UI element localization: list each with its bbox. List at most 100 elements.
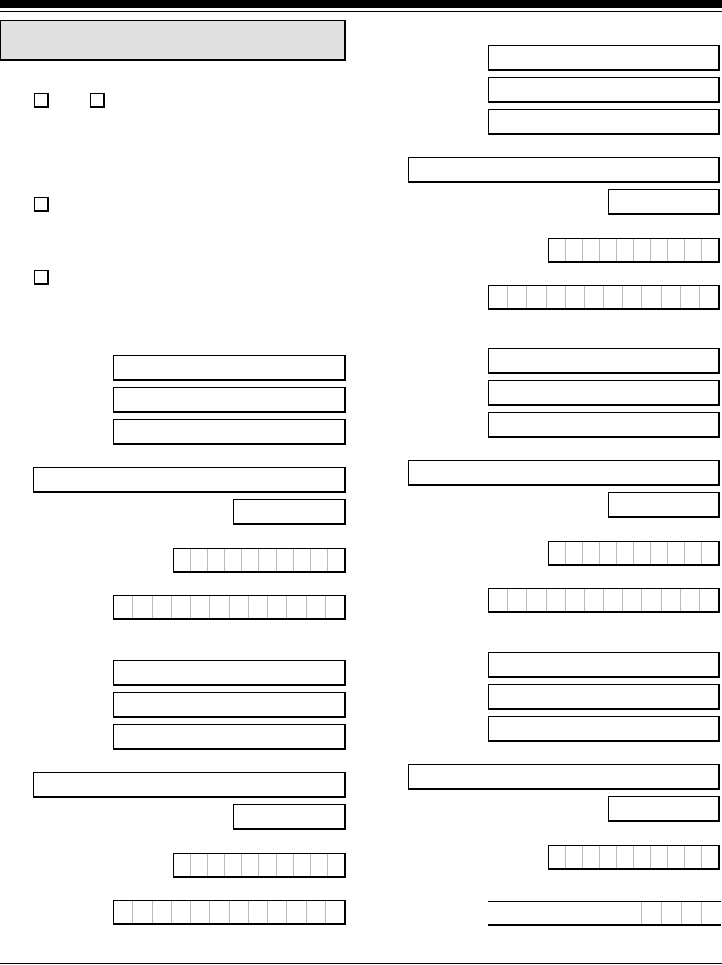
- digit-cell[interactable]: [623, 286, 643, 308]
- digit-cell[interactable]: [617, 846, 634, 868]
- digit-cell[interactable]: [662, 589, 681, 611]
- digit-cell[interactable]: [208, 854, 226, 876]
- digit-cell[interactable]: [701, 902, 721, 924]
- digit-cell[interactable]: [191, 549, 209, 571]
- digit-cell[interactable]: [566, 542, 583, 564]
- digit-cell[interactable]: [702, 846, 718, 868]
- digit-cell[interactable]: [328, 549, 344, 571]
- digit-cell[interactable]: [702, 239, 718, 261]
- digit-cell[interactable]: [600, 239, 617, 261]
- digit-cell[interactable]: [191, 901, 211, 923]
- digit-cell[interactable]: [662, 286, 681, 308]
- digit-cell[interactable]: [604, 286, 624, 308]
- digit-cell[interactable]: [242, 854, 260, 876]
- block-3-wide-field[interactable]: [408, 157, 720, 183]
- block-4-12-digit-field[interactable]: [488, 588, 720, 613]
- block-4-wide-field[interactable]: [408, 460, 720, 486]
- digit-cell[interactable]: [583, 846, 600, 868]
- block-2-short-field[interactable]: [233, 804, 346, 830]
- block-3-line-1-field[interactable]: [488, 45, 720, 71]
- digit-cell[interactable]: [268, 901, 288, 923]
- digit-cell[interactable]: [527, 286, 547, 308]
- digit-cell[interactable]: [311, 854, 328, 876]
- digit-cell[interactable]: [328, 854, 344, 876]
- digit-cell[interactable]: [307, 901, 326, 923]
- digit-cell[interactable]: [508, 589, 528, 611]
- block-3-12-digit-field[interactable]: [488, 285, 720, 310]
- block-3-short-field[interactable]: [608, 189, 720, 215]
- digit-cell[interactable]: [230, 596, 249, 618]
- digit-cell[interactable]: [230, 901, 249, 923]
- digit-cell[interactable]: [634, 542, 651, 564]
- digit-cell[interactable]: [114, 901, 134, 923]
- digit-cell[interactable]: [268, 596, 288, 618]
- digit-cell[interactable]: [585, 286, 605, 308]
- digit-cell[interactable]: [634, 239, 651, 261]
- block-3-line-2-field[interactable]: [488, 77, 720, 103]
- digit-cell[interactable]: [249, 596, 268, 618]
- digit-cell[interactable]: [566, 239, 583, 261]
- digit-cell[interactable]: [210, 901, 230, 923]
- digit-cell[interactable]: [259, 549, 277, 571]
- digit-cell[interactable]: [651, 846, 668, 868]
- block-1-12-digit-field[interactable]: [113, 595, 346, 620]
- digit-cell[interactable]: [172, 596, 191, 618]
- digit-cell[interactable]: [549, 542, 566, 564]
- block-4-line-3-field[interactable]: [488, 412, 720, 438]
- digit-cell[interactable]: [191, 596, 211, 618]
- checkbox-4[interactable]: [34, 270, 49, 285]
- digit-cell[interactable]: [311, 549, 328, 571]
- digit-cell[interactable]: [153, 901, 172, 923]
- block-5-partial-field[interactable]: [488, 901, 721, 926]
- digit-cell[interactable]: [641, 902, 661, 924]
- block-5-line-2-field[interactable]: [488, 684, 720, 710]
- block-2-line-3-field[interactable]: [113, 724, 346, 750]
- digit-cell[interactable]: [634, 846, 651, 868]
- digit-cell[interactable]: [326, 596, 344, 618]
- digit-cell[interactable]: [566, 589, 585, 611]
- digit-cell[interactable]: [191, 854, 209, 876]
- block-1-line-2-field[interactable]: [113, 387, 346, 413]
- digit-cell[interactable]: [225, 854, 243, 876]
- digit-cell[interactable]: [668, 239, 685, 261]
- block-5-line-3-field[interactable]: [488, 716, 720, 742]
- block-4-10-digit-field[interactable]: [548, 541, 720, 566]
- digit-cell[interactable]: [617, 239, 634, 261]
- digit-cell[interactable]: [600, 542, 617, 564]
- block-1-short-field[interactable]: [233, 499, 346, 525]
- digit-cell[interactable]: [133, 901, 153, 923]
- digit-cell[interactable]: [566, 846, 583, 868]
- digit-cell[interactable]: [547, 589, 566, 611]
- block-2-10-digit-field[interactable]: [173, 853, 346, 878]
- checkbox-3[interactable]: [34, 197, 49, 212]
- digit-cell[interactable]: [585, 589, 605, 611]
- block-2-line-1-field[interactable]: [113, 660, 346, 686]
- digit-cell[interactable]: [549, 846, 566, 868]
- digit-cell[interactable]: [583, 542, 600, 564]
- digit-cell[interactable]: [604, 589, 624, 611]
- digit-cell[interactable]: [700, 589, 718, 611]
- block-4-line-2-field[interactable]: [488, 380, 720, 406]
- digit-cell[interactable]: [661, 902, 681, 924]
- digit-cell[interactable]: [489, 286, 509, 308]
- digit-cell[interactable]: [287, 596, 307, 618]
- digit-cell[interactable]: [617, 542, 634, 564]
- block-2-12-digit-field[interactable]: [113, 900, 346, 925]
- digit-cell[interactable]: [294, 854, 311, 876]
- digit-cell[interactable]: [685, 846, 702, 868]
- digit-cell[interactable]: [668, 846, 685, 868]
- block-3-line-3-field[interactable]: [488, 109, 720, 135]
- digit-cell[interactable]: [294, 549, 311, 571]
- digit-cell[interactable]: [114, 596, 134, 618]
- block-4-line-1-field[interactable]: [488, 348, 720, 374]
- digit-cell[interactable]: [583, 239, 600, 261]
- block-5-line-1-field[interactable]: [488, 652, 720, 678]
- digit-cell[interactable]: [277, 854, 294, 876]
- block-1-10-digit-field[interactable]: [173, 548, 346, 573]
- digit-cell[interactable]: [527, 589, 547, 611]
- digit-cell[interactable]: [623, 589, 643, 611]
- digit-cell[interactable]: [210, 596, 230, 618]
- text-area[interactable]: [488, 902, 641, 924]
- digit-cell[interactable]: [681, 589, 700, 611]
- block-3-10-digit-field[interactable]: [548, 238, 720, 263]
